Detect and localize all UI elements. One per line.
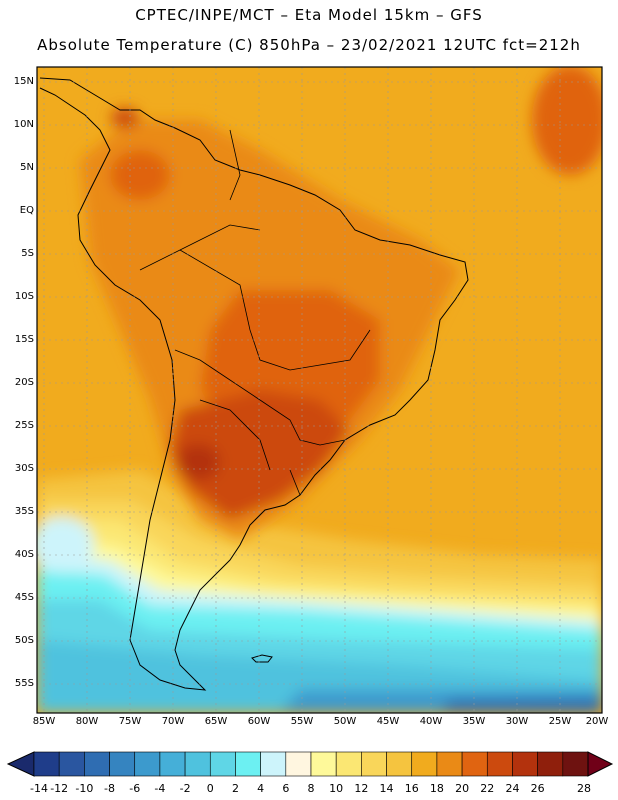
colorbar-tick-label: -8	[104, 782, 116, 795]
lon-label: 20W	[585, 716, 609, 727]
graticule	[37, 67, 602, 713]
colorbar-tick-label: -14	[30, 782, 48, 795]
colorbar-swatch	[386, 751, 413, 777]
colorbar-swatch	[33, 751, 60, 777]
colorbar-swatch	[58, 751, 85, 777]
lat-label: 10S	[14, 291, 34, 302]
lat-label: 30S	[14, 463, 34, 474]
lon-label: 45W	[376, 716, 400, 727]
colorbar-swatch	[184, 751, 211, 777]
lat-label: 20S	[14, 377, 34, 388]
colorbar-tick-label: 28	[577, 782, 591, 795]
colorbar-tick-label: 10	[329, 782, 344, 795]
colorbar-tick-label: 26	[530, 782, 545, 795]
colorbar-swatch	[310, 751, 337, 777]
colorbar-swatch	[84, 751, 110, 777]
colorbar-tick-label: -4	[154, 782, 166, 795]
colorbar-swatch	[486, 751, 513, 777]
lat-label: 50S	[14, 635, 34, 646]
lat-label: EQ	[19, 205, 34, 216]
lon-label: 65W	[204, 716, 228, 727]
chart-title-line2: Absolute Temperature (C) 850hPa – 23/02/…	[37, 36, 581, 54]
colorbar-swatch	[209, 751, 236, 777]
lon-label: 85W	[32, 716, 56, 727]
colorbar-tick-label: 6	[282, 782, 290, 795]
colorbar-tick-label: -10	[75, 782, 94, 795]
lon-label: 70W	[161, 716, 185, 727]
lat-label: 5N	[20, 162, 34, 173]
colorbar-swatch	[361, 751, 387, 777]
colorbar-tick-label: 4	[257, 782, 265, 795]
colorbar-swatch	[235, 751, 261, 777]
lon-label: 75W	[118, 716, 142, 727]
colorbar-swatch	[562, 751, 589, 777]
lat-label: 25S	[14, 420, 34, 431]
lat-label: 15N	[13, 76, 34, 87]
lon-label: 25W	[548, 716, 572, 727]
colorbar-tick-label: 0	[206, 782, 214, 795]
colorbar-swatch	[335, 751, 362, 777]
colorbar-tick-label: -2	[179, 782, 191, 795]
colorbar-swatch	[159, 751, 186, 777]
lat-label: 5S	[21, 248, 34, 259]
colorbar-swatch	[134, 751, 161, 777]
colorbar-tick-label: 20	[455, 782, 470, 795]
colorbar-swatch	[260, 751, 287, 777]
lat-label: 15S	[14, 334, 34, 345]
colorbar-under-triangle	[6, 751, 35, 777]
lon-label: 60W	[247, 716, 271, 727]
colorbar-swatch	[285, 751, 312, 777]
colorbar-swatch	[109, 751, 136, 777]
falkland-islands	[251, 654, 273, 663]
colorbar-tick-label: 24	[505, 782, 520, 795]
lon-label: 35W	[462, 716, 486, 727]
colorbar-tick-label: 12	[354, 782, 369, 795]
colorbar-tick-label: 2	[231, 782, 239, 795]
lat-label: 35S	[14, 506, 34, 517]
colorbar-tick-label: 18	[429, 782, 444, 795]
colorbar-over-triangle	[587, 751, 614, 777]
lat-label: 40S	[14, 549, 34, 560]
temperature-field	[37, 67, 602, 713]
chart-title-line1: CPTEC/INPE/MCT – Eta Model 15km – GFS	[135, 6, 483, 24]
colorbar-tick-label: 8	[307, 782, 315, 795]
country-borders	[139, 129, 371, 496]
colorbar-swatch	[512, 751, 538, 777]
colorbar-tick-label: -12	[50, 782, 69, 795]
map-frame	[36, 66, 603, 714]
lat-label: 55S	[14, 678, 34, 689]
lon-label: 50W	[333, 716, 357, 727]
colorbar	[6, 751, 614, 777]
colorbar-swatch	[537, 751, 564, 777]
lon-label: 55W	[290, 716, 314, 727]
colorbar-tick-label: 22	[480, 782, 495, 795]
colorbar-tick-label: 14	[379, 782, 394, 795]
colorbar-tick-label: 16	[404, 782, 419, 795]
colorbar-tick-label: -6	[129, 782, 141, 795]
colorbar-swatch	[461, 751, 488, 777]
lon-label: 40W	[419, 716, 443, 727]
lon-label: 30W	[505, 716, 529, 727]
lon-label: 80W	[75, 716, 99, 727]
lat-label: 10N	[13, 119, 34, 130]
colorbar-swatch	[436, 751, 463, 777]
colorbar-swatch	[411, 751, 438, 777]
lat-label: 45S	[14, 592, 34, 603]
coastline-south-america	[39, 77, 469, 691]
